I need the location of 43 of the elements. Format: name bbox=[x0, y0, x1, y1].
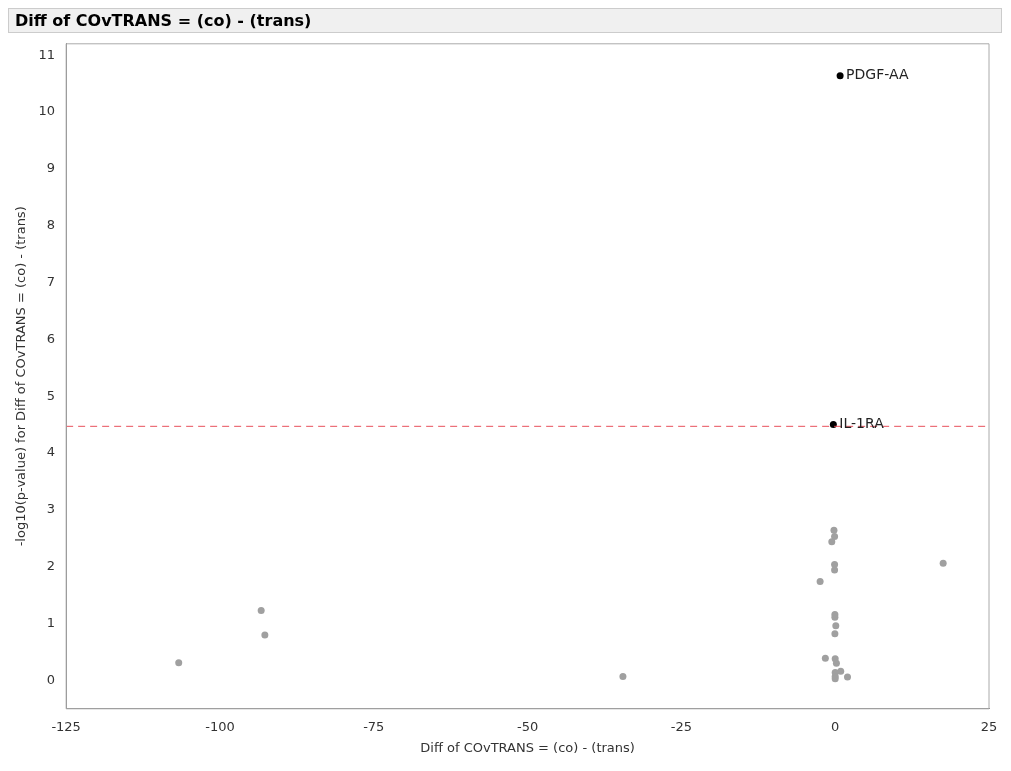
x-tick-label: -125 bbox=[51, 718, 81, 734]
x-tick-label: -50 bbox=[516, 718, 539, 734]
y-tick-label: 4 bbox=[46, 444, 56, 460]
point bbox=[261, 631, 269, 639]
point bbox=[175, 659, 183, 667]
x-tick-label: -75 bbox=[363, 718, 385, 734]
x-tick-label: 0 bbox=[831, 718, 840, 734]
x-tick-label: -25 bbox=[670, 718, 692, 734]
point bbox=[831, 566, 839, 574]
y-axis-title: -log10(p-value) for Diff of COvTRANS = (co) - (trans) bbox=[13, 206, 29, 547]
point bbox=[828, 538, 836, 546]
point bbox=[837, 667, 845, 675]
y-tick-label: 2 bbox=[46, 558, 56, 574]
y-tick-label: 0 bbox=[46, 671, 56, 687]
point bbox=[832, 622, 840, 630]
y-tick-label: 11 bbox=[38, 46, 56, 62]
annotation: PDGF-AA bbox=[846, 66, 909, 83]
y-tick-label: 5 bbox=[46, 387, 56, 403]
point bbox=[832, 659, 840, 667]
point bbox=[831, 560, 839, 568]
y-tick-label: 1 bbox=[46, 614, 56, 630]
x-axis-title: Diff of COvTRANS = (co) - (trans) bbox=[420, 739, 635, 755]
point bbox=[821, 654, 829, 662]
point bbox=[939, 559, 947, 567]
point bbox=[836, 72, 844, 80]
y-tick-label: 7 bbox=[46, 273, 56, 289]
y-tick-label: 3 bbox=[46, 501, 56, 517]
x-tick-label: -100 bbox=[205, 718, 235, 734]
point bbox=[831, 630, 839, 638]
point bbox=[844, 673, 851, 681]
y-tick-label: 9 bbox=[46, 160, 56, 176]
point bbox=[829, 421, 837, 429]
point bbox=[257, 606, 265, 614]
point bbox=[830, 526, 838, 534]
point bbox=[831, 533, 839, 541]
y-tick-label: 8 bbox=[46, 217, 56, 233]
y-tick-label: 10 bbox=[38, 103, 56, 119]
chart-title: Diff of COvTRANS = (co) - (trans) bbox=[8, 8, 1002, 33]
x-tick-label: 25 bbox=[980, 718, 998, 734]
y-tick-label: 6 bbox=[46, 330, 56, 346]
point bbox=[816, 577, 824, 585]
annotation: IL-1RA bbox=[839, 415, 885, 432]
point bbox=[619, 672, 627, 680]
